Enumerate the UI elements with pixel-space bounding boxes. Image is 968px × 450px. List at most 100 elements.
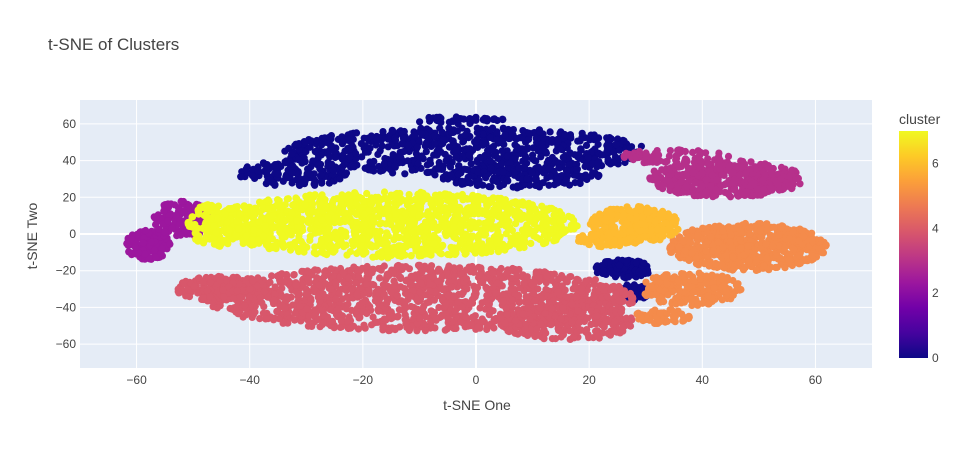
scatter-point [534, 331, 542, 339]
scatter-point [475, 271, 483, 279]
scatter-point [347, 145, 355, 153]
scatter-point [339, 151, 347, 159]
scatter-point [598, 151, 606, 159]
scatter-point [610, 327, 618, 335]
scatter-point [393, 142, 401, 150]
scatter-point [796, 259, 805, 267]
scatter-point [626, 144, 634, 152]
scatter-point [379, 323, 387, 331]
scatter-point [492, 177, 500, 185]
scatter-point [646, 175, 654, 183]
scatter-point [676, 287, 684, 296]
scatter-point [402, 315, 410, 323]
scatter-point [785, 235, 794, 243]
scatter-point [139, 239, 147, 247]
scatter-point [561, 131, 569, 139]
scatter-point [729, 266, 737, 274]
scatter-point [645, 215, 654, 223]
scatter-point [453, 127, 462, 135]
scatter-point [688, 249, 696, 257]
scatter-point [677, 299, 685, 307]
scatter-point [494, 154, 502, 162]
scatter-point [501, 319, 509, 327]
scatter-point [318, 178, 326, 186]
scatter-point [653, 225, 661, 233]
scatter-point [508, 296, 516, 304]
scatter-point [651, 235, 659, 243]
scatter-point [685, 312, 693, 320]
scatter-point [513, 272, 521, 280]
scatter-point [490, 324, 498, 332]
scatter-point [704, 155, 712, 163]
scatter-point [732, 281, 741, 289]
scatter-point [450, 293, 458, 301]
scatter-point [531, 156, 539, 165]
scatter-point [438, 128, 446, 137]
scatter-point [665, 213, 673, 221]
scatter-point [240, 302, 249, 310]
scatter-point [565, 161, 573, 169]
scatter-point [628, 316, 636, 324]
scatter-point [606, 143, 614, 151]
scatter-point [414, 159, 422, 168]
scatter-point [589, 218, 597, 226]
scatter-point [405, 326, 413, 334]
scatter-point [427, 262, 436, 270]
scatter-point [619, 323, 627, 331]
scatter-point [452, 147, 460, 155]
scatter-point [407, 280, 415, 288]
scatter-point [290, 271, 298, 279]
scatter-point [501, 131, 509, 139]
scatter-point [147, 238, 156, 246]
scatter-point [435, 267, 443, 275]
scatter-point [638, 213, 646, 221]
scatter-point [585, 334, 593, 342]
scatter-point [242, 165, 250, 173]
chart-title: t-SNE of Clusters [48, 35, 179, 54]
scatter-point [456, 264, 464, 272]
scatter-point [473, 181, 481, 189]
scatter-point [746, 165, 755, 173]
scatter-point [481, 139, 489, 147]
scatter-point [620, 211, 628, 220]
scatter-point [656, 309, 664, 317]
scatter-point [581, 162, 589, 171]
scatter-point [142, 226, 150, 235]
scatter-point [535, 164, 543, 172]
scatter-point [473, 129, 481, 137]
scatter-point [591, 134, 599, 142]
scatter-point [660, 298, 668, 306]
scatter-point [256, 315, 264, 323]
scatter-point [180, 209, 188, 217]
scatter-point [622, 290, 630, 298]
scatter-point [567, 132, 575, 141]
scatter-point [451, 307, 459, 315]
scatter-point [427, 320, 435, 328]
scatter-point [324, 313, 332, 321]
scatter-point [471, 293, 479, 301]
scatter-point [355, 314, 363, 322]
scatter-point [368, 269, 376, 277]
scatter-point [654, 180, 662, 188]
scatter-point [185, 201, 193, 210]
scatter-point [740, 191, 748, 199]
scatter-point [219, 286, 227, 294]
scatter-point [327, 265, 335, 273]
scatter-point [395, 306, 403, 314]
scatter-point [282, 174, 290, 182]
scatter-point [402, 263, 410, 271]
scatter-point [572, 166, 581, 174]
scatter-point [660, 273, 668, 281]
scatter-point [320, 272, 329, 280]
scatter-point [307, 163, 315, 171]
scatter-point [489, 146, 497, 154]
scatter-point [546, 172, 554, 180]
scatter-point [308, 137, 316, 145]
scatter-point [399, 134, 407, 142]
scatter-point [702, 176, 711, 184]
scatter-point [543, 272, 551, 280]
scatter-point [339, 269, 347, 277]
scatter-point [623, 257, 631, 265]
scatter-point [666, 147, 675, 155]
scatter-point [401, 170, 409, 178]
